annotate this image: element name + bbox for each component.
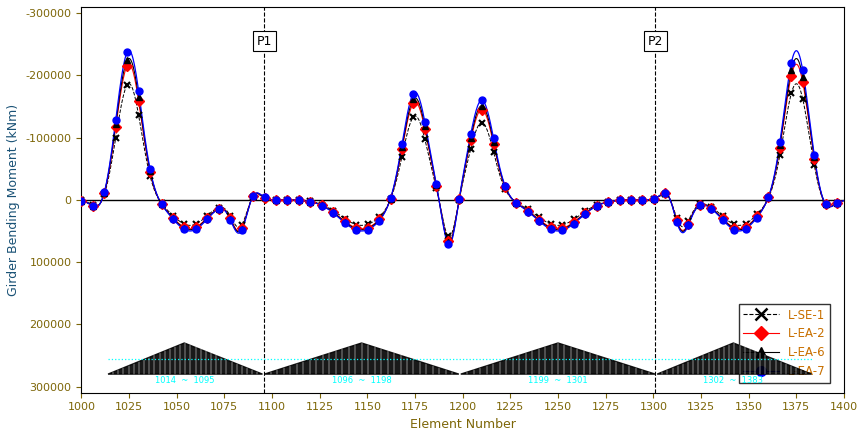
Legend: L-SE-1, L-EA-2, L-EA-6, L-EA-7: L-SE-1, L-EA-2, L-EA-6, L-EA-7: [739, 304, 830, 383]
Polygon shape: [461, 343, 656, 374]
Text: 1014  ~  1095: 1014 ~ 1095: [155, 376, 214, 385]
Text: P1: P1: [257, 35, 272, 48]
Text: 1096  ~  1198: 1096 ~ 1198: [332, 376, 392, 385]
Y-axis label: Girder Bending Moment (kNm): Girder Bending Moment (kNm): [7, 104, 20, 296]
Polygon shape: [265, 343, 458, 374]
Text: 1302  ~  1383: 1302 ~ 1383: [703, 376, 764, 385]
X-axis label: Element Number: Element Number: [410, 418, 516, 431]
Text: P2: P2: [648, 35, 663, 48]
Polygon shape: [108, 343, 262, 374]
Text: 1199  ~  1301: 1199 ~ 1301: [529, 376, 588, 385]
Polygon shape: [657, 343, 811, 374]
